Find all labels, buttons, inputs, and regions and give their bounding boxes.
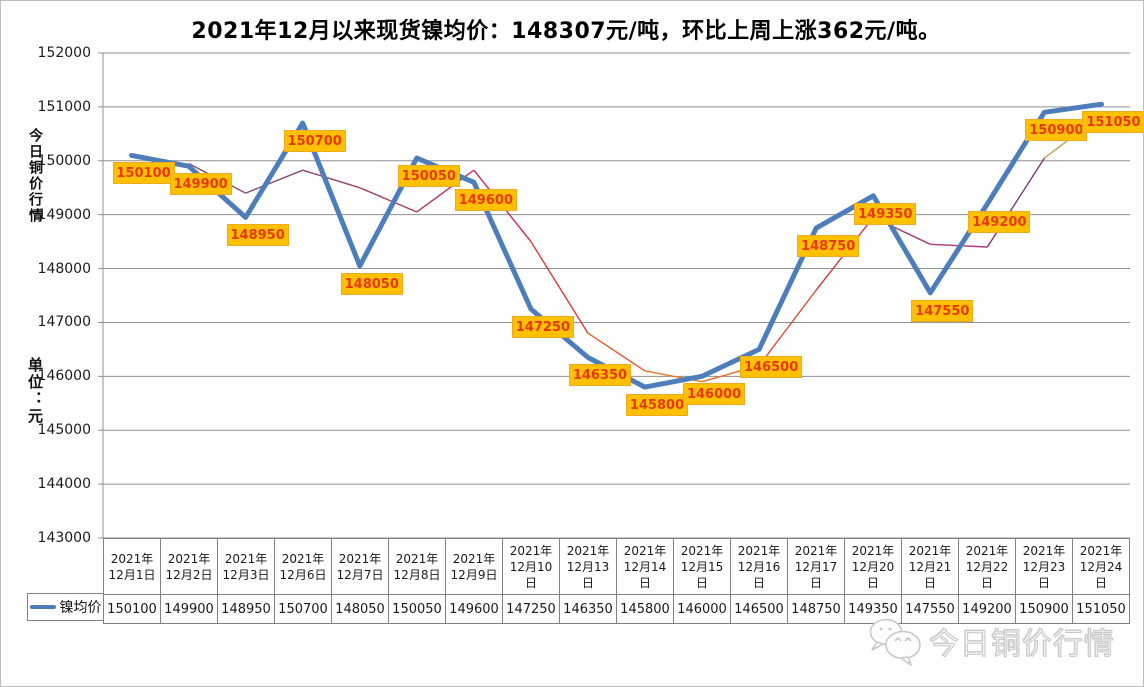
value-row: 150100 149900 148950 150700 148050 150050 1496…	[103, 594, 1130, 624]
value-cell: 150100	[103, 594, 161, 624]
data-label: 146500	[740, 356, 803, 379]
y-tick-label: 144000	[37, 476, 91, 493]
wechat-icon	[869, 618, 921, 666]
value-cell: 149200	[958, 594, 1016, 624]
trend-line-segment	[302, 169, 360, 189]
value-cell: 149900	[160, 594, 218, 624]
data-table: 2021年 12月1日 2021年 12月2日 2021年 12月3日 2021年 12月6日…	[103, 538, 1130, 624]
date-cell: 2021年 12月13 日	[559, 538, 617, 595]
data-label: 149350	[854, 202, 917, 225]
value-cell: 146500	[730, 594, 788, 624]
date-cell: 2021年 12月20 日	[844, 538, 902, 595]
date-cell: 2021年 12月16 日	[730, 538, 788, 595]
value-cell: 149600	[445, 594, 503, 624]
data-label: 149600	[454, 189, 517, 212]
data-label: 150700	[283, 130, 346, 153]
data-label: 148050	[340, 272, 403, 295]
y-tick-label: 151000	[37, 98, 91, 115]
data-label: 146350	[568, 364, 631, 387]
value-cell: 147250	[502, 594, 560, 624]
date-cell: 2021年 12月2日	[160, 538, 218, 595]
data-label: 148950	[226, 224, 289, 247]
trend-line-segment	[758, 289, 817, 366]
date-cell: 2021年 12月3日	[217, 538, 275, 595]
value-cell: 151050	[1072, 594, 1130, 624]
data-label: 146000	[683, 383, 746, 406]
y-tick-label: 146000	[37, 368, 91, 385]
trend-line-segment	[530, 241, 589, 334]
watermark-text: 今日铜价行情	[929, 627, 1115, 663]
value-cell: 148050	[331, 594, 389, 624]
value-cell: 150050	[388, 594, 446, 624]
y-axis-title-lower: 单位：元	[26, 357, 44, 425]
legend: 镍均价	[27, 593, 103, 621]
date-cell: 2021年 12月8日	[388, 538, 446, 595]
data-label: 150050	[397, 165, 460, 188]
date-cell: 2021年 12月7日	[331, 538, 389, 595]
data-label: 145800	[626, 394, 689, 417]
watermark: 今日铜价行情	[865, 613, 1115, 669]
y-axis-title-upper: 今日铜价行情	[27, 128, 43, 224]
y-tick-label: 150000	[37, 152, 91, 169]
data-label: 147250	[511, 315, 574, 338]
value-cell: 146350	[559, 594, 617, 624]
date-cell: 2021年 12月24 日	[1072, 538, 1130, 595]
date-cell: 2021年 12月23 日	[1015, 538, 1073, 595]
chart-title: 2021年12月以来现货镍均价：148307元/吨，环比上周上涨362元/吨。	[191, 19, 941, 44]
legend-label: 镍均价	[59, 600, 102, 616]
y-tick-label: 147000	[37, 314, 91, 331]
value-cell: 150900	[1015, 594, 1073, 624]
value-cell: 148750	[787, 594, 845, 624]
date-cell: 2021年 12月9日	[445, 538, 503, 595]
date-header-row: 2021年 12月1日 2021年 12月2日 2021年 12月3日 2021年 12月6日…	[103, 538, 1130, 595]
y-tick-label: 148000	[37, 260, 91, 277]
value-cell: 149350	[844, 594, 902, 624]
y-tick-label: 145000	[37, 422, 91, 439]
date-cell: 2021年 12月22 日	[958, 538, 1016, 595]
value-cell: 148950	[217, 594, 275, 624]
date-cell: 2021年 12月10 日	[502, 538, 560, 595]
data-label: 150100	[112, 162, 175, 185]
data-label: 148750	[797, 235, 860, 258]
date-cell: 2021年 12月6日	[274, 538, 332, 595]
date-cell: 2021年 12月21 日	[901, 538, 959, 595]
data-label: 149900	[169, 173, 232, 196]
data-label: 150900	[1025, 119, 1088, 142]
y-tick-label: 152000	[37, 45, 91, 61]
data-label: 149200	[968, 210, 1031, 233]
date-cell: 2021年 12月15 日	[673, 538, 731, 595]
date-cell: 2021年 12月17 日	[787, 538, 845, 595]
trend-line-segment	[245, 169, 303, 194]
value-cell: 145800	[616, 594, 674, 624]
date-cell: 2021年 12月1日	[103, 538, 161, 595]
legend-line-swatch	[29, 605, 56, 609]
value-cell: 147550	[901, 594, 959, 624]
data-label: 151050	[1082, 111, 1143, 134]
trend-line-segment	[587, 332, 646, 372]
value-cell: 150700	[274, 594, 332, 624]
value-cell: 146000	[673, 594, 731, 624]
trend-line-segment	[359, 187, 418, 213]
date-cell: 2021年 12月14 日	[616, 538, 674, 595]
y-tick-label: 143000	[37, 530, 91, 546]
data-label: 147550	[911, 299, 974, 322]
y-tick-label: 149000	[37, 206, 91, 223]
